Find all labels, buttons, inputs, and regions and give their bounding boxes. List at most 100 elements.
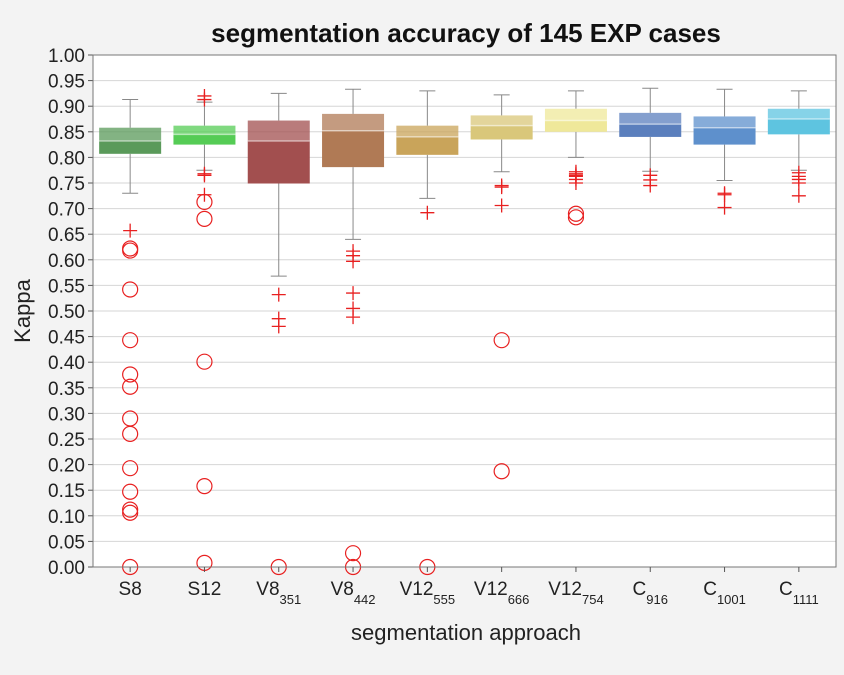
outlier-circle	[122, 460, 139, 477]
y-tick-label: 0.10	[48, 507, 85, 528]
outlier-plus	[791, 176, 806, 190]
outlier-plus	[791, 188, 806, 203]
box-upper	[767, 108, 830, 119]
box-upper	[247, 120, 310, 142]
outlier-plus	[420, 205, 435, 220]
y-tick-label: 0.85	[48, 123, 85, 144]
x-tick-label-subscript: 754	[582, 592, 604, 607]
outlier-circle	[196, 193, 213, 211]
y-tick-label: 0.45	[48, 328, 85, 349]
y-tick-label: 1.00	[48, 46, 85, 67]
box-upper	[99, 127, 162, 142]
box-lower	[322, 130, 385, 168]
outlier-plus	[271, 287, 286, 302]
x-tick-label-subscript: 1111	[793, 592, 819, 607]
box-upper	[396, 125, 459, 137]
outlier-circle	[122, 501, 139, 518]
x-tick-label-subscript: 555	[433, 592, 455, 607]
x-tick-label: V12555	[400, 579, 456, 607]
box-lower	[544, 120, 607, 132]
y-tick-label: 0.15	[48, 481, 85, 502]
outlier-circle	[122, 242, 139, 259]
box-lower	[693, 127, 756, 145]
y-tick-label: 0.30	[48, 404, 85, 425]
outlier-circle	[196, 353, 213, 370]
outlier-plus	[346, 310, 361, 325]
x-tick-label-base: V12	[400, 579, 434, 600]
x-tick-label: V12666	[474, 579, 530, 607]
outlier-circle	[122, 366, 139, 383]
y-tick-label: 0.75	[48, 174, 85, 195]
x-tick-label: V8351	[256, 579, 301, 607]
x-tick-label: S8	[119, 579, 142, 600]
box-lower	[99, 141, 162, 154]
outlier-circle	[196, 210, 213, 227]
x-tick-label-base: V8	[256, 579, 279, 600]
outlier-plus	[346, 254, 361, 269]
y-tick-label: 0.25	[48, 430, 85, 451]
outlier-plus	[717, 187, 732, 202]
outlier-circle	[122, 332, 139, 349]
outlier-circle	[122, 425, 139, 442]
outlier-circle	[122, 483, 139, 500]
outlier-circle	[122, 281, 139, 298]
x-tick-label-subscript: 1001	[717, 592, 746, 607]
x-tick-label: C1001	[703, 579, 746, 607]
x-tick-label-base: V8	[331, 579, 354, 600]
x-tick-label: C1111	[779, 579, 819, 607]
outlier-circle	[567, 209, 585, 226]
x-tick-label-subscript: 442	[354, 592, 376, 607]
box-lower	[247, 141, 310, 184]
x-tick-label-base: V12	[474, 579, 508, 600]
outlier-plus	[494, 198, 509, 213]
box-upper	[619, 112, 682, 125]
y-tick-label: 0.20	[48, 456, 85, 477]
x-tick-label-base: S12	[188, 579, 222, 600]
y-axis-label: Kappa	[10, 278, 35, 342]
x-tick-label: V8442	[331, 579, 376, 607]
box-upper	[693, 116, 756, 128]
outlier-circle	[196, 478, 213, 495]
outlier-plus	[271, 319, 286, 334]
outlier-circle	[567, 205, 585, 222]
x-tick-label: C916	[633, 579, 668, 607]
y-tick-label: 0.65	[48, 225, 85, 246]
x-tick-label: S12	[188, 579, 222, 600]
outlier-plus	[346, 286, 361, 301]
y-tick-label: 0.95	[48, 72, 85, 93]
y-tick-label: 0.60	[48, 251, 85, 272]
x-tick-label-base: C	[633, 579, 647, 600]
x-tick-label-base: C	[779, 579, 793, 600]
x-tick-label: V12754	[548, 579, 604, 607]
outlier-circle	[122, 504, 139, 521]
outlier-circle	[493, 332, 510, 349]
x-axis-label: segmentation approach	[351, 620, 581, 645]
y-tick-label: 0.70	[48, 200, 85, 221]
x-tick-label-base: C	[703, 579, 717, 600]
y-tick-label: 0.80	[48, 148, 85, 169]
outlier-circle	[122, 378, 139, 395]
box-lower	[767, 119, 830, 135]
outlier-plus	[197, 168, 212, 183]
x-tick-label-base: S8	[119, 579, 142, 600]
y-tick-label: 0.00	[48, 558, 85, 579]
outlier-plus	[494, 180, 509, 195]
box-lower	[396, 136, 459, 155]
box-upper	[173, 125, 236, 135]
box-upper	[322, 113, 385, 131]
x-tick-label-base: V12	[548, 579, 582, 600]
outlier-circle	[493, 463, 510, 480]
box-lower	[470, 125, 533, 140]
y-tick-label: 0.05	[48, 532, 85, 553]
outlier-plus	[197, 92, 212, 107]
y-tick-label: 0.90	[48, 97, 85, 118]
box-lower	[619, 124, 682, 137]
x-tick-label-subscript: 916	[646, 592, 668, 607]
outlier-plus	[643, 178, 658, 193]
chart-title: segmentation accuracy of 145 EXP cases	[211, 18, 721, 48]
y-tick-label: 0.55	[48, 276, 85, 297]
y-tick-label: 0.50	[48, 302, 85, 323]
plot-area: 0.00 0.05 0.10 0.15 0.20 0.25 0.30 0.35 0.40 0.45…	[48, 46, 837, 607]
y-tick-label: 0.35	[48, 379, 85, 400]
